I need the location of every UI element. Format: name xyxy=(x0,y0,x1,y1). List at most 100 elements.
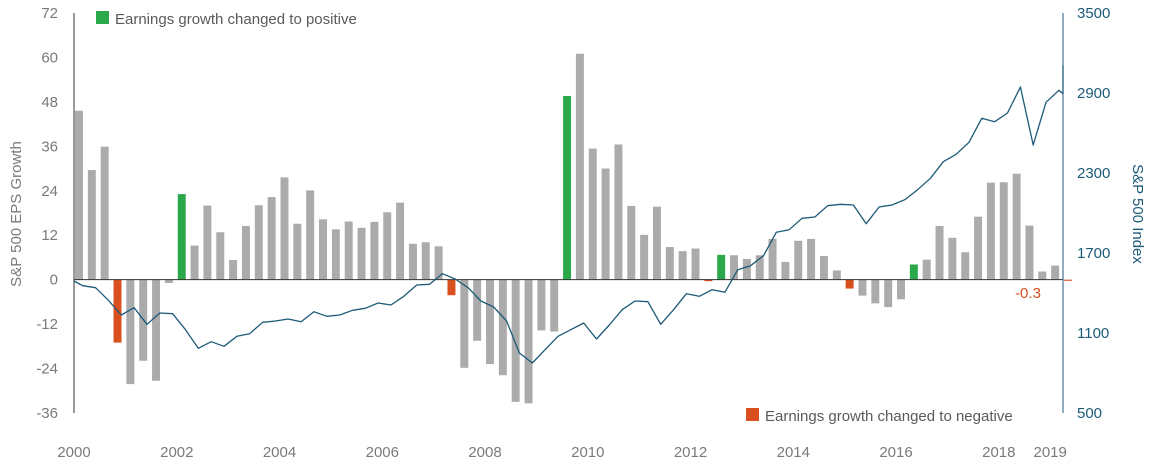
legend-positive-label: Earnings growth changed to positive xyxy=(115,11,357,28)
eps-bar xyxy=(563,95,572,280)
eps-bar xyxy=(486,279,494,365)
y2-tick-label: 3500 xyxy=(1077,5,1110,22)
legend-negative-label: Earnings growth changed to negative xyxy=(765,408,1013,425)
eps-bar xyxy=(177,194,186,280)
eps-bar xyxy=(254,205,263,280)
y-tick-label: -24 xyxy=(36,361,58,378)
last-value-annotation: -0.3 xyxy=(1015,285,1041,302)
y2-tick-label: 500 xyxy=(1077,405,1102,422)
eps-bar xyxy=(306,190,315,280)
eps-bar xyxy=(575,53,584,280)
y-axis-title: S&P 500 EPS Growth xyxy=(8,141,25,287)
eps-bar xyxy=(344,221,353,280)
eps-bar xyxy=(408,243,417,280)
eps-bar xyxy=(216,232,225,280)
eps-bar xyxy=(794,240,803,280)
eps-bar xyxy=(986,182,995,280)
eps-bar xyxy=(948,237,957,280)
eps-bar xyxy=(614,144,623,280)
eps-bar xyxy=(498,279,507,376)
eps-bar xyxy=(781,261,790,280)
eps-bar xyxy=(267,197,276,280)
eps-bar xyxy=(742,258,751,280)
x-tick-label: 2019 xyxy=(1034,444,1067,461)
eps-bar xyxy=(460,279,469,368)
eps-bar xyxy=(370,221,379,280)
eps-bar xyxy=(473,279,482,341)
index-line-layer xyxy=(73,65,1064,364)
labels-layer: 72 60 48 36 24 12 0 -12 -24 -36 3500 2900 2300 1700 11… xyxy=(36,5,1110,461)
eps-bar xyxy=(691,248,700,280)
y-tick-label: 36 xyxy=(41,138,58,155)
eps-bar xyxy=(434,246,443,280)
eps-bar xyxy=(1025,225,1034,280)
y-tick-label: 0 xyxy=(50,272,58,289)
y2-tick-label: 1100 xyxy=(1077,325,1109,342)
y2-tick-label: 2900 xyxy=(1077,85,1110,102)
eps-bar xyxy=(190,245,199,280)
eps-bar xyxy=(357,227,366,280)
eps-bar xyxy=(1051,265,1060,280)
eps-bar xyxy=(396,202,405,280)
eps-bar xyxy=(974,216,983,280)
y2-tick-label: 1700 xyxy=(1077,245,1110,262)
eps-bar xyxy=(807,238,816,280)
eps-bar xyxy=(524,279,533,404)
eps-bar xyxy=(704,279,713,282)
y2-tick-label: 2300 xyxy=(1077,165,1110,182)
eps-bar xyxy=(678,251,687,280)
eps-bar xyxy=(755,255,764,280)
eps-bar xyxy=(126,279,135,385)
eps-bar xyxy=(383,212,392,280)
x-tick-label: 2004 xyxy=(263,444,296,461)
eps-bar xyxy=(511,279,520,402)
eps-bar xyxy=(331,229,340,280)
eps-bar xyxy=(601,168,610,280)
eps-bar xyxy=(241,225,250,280)
eps-bar xyxy=(884,279,893,308)
eps-bar xyxy=(537,279,546,331)
eps-bar xyxy=(665,247,674,280)
eps-bar xyxy=(845,279,854,289)
eps-bar xyxy=(858,279,867,296)
x-tick-label: 2012 xyxy=(674,444,707,461)
eps-bar xyxy=(909,264,918,280)
legend-negative-swatch xyxy=(746,408,759,421)
y-tick-label: 24 xyxy=(41,183,58,200)
eps-bar xyxy=(87,170,96,280)
y-tick-label: 12 xyxy=(41,227,58,244)
y-tick-label: 72 xyxy=(41,5,58,22)
eps-bar xyxy=(627,205,636,280)
eps-bar xyxy=(819,255,828,280)
eps-bar xyxy=(550,279,559,332)
eps-bar xyxy=(768,238,777,280)
y2-axis-title: S&P 500 Index xyxy=(1129,164,1146,264)
x-tick-label: 2006 xyxy=(366,444,399,461)
x-tick-label: 2016 xyxy=(879,444,912,461)
sp500-index-line xyxy=(73,65,1064,364)
eps-bar xyxy=(293,223,302,280)
eps-bar xyxy=(421,242,430,280)
eps-bar xyxy=(1064,279,1072,281)
legend-negative: Earnings growth changed to negative xyxy=(746,408,1013,425)
eps-bar xyxy=(871,279,880,304)
bars-layer xyxy=(75,53,1072,404)
x-tick-label: 2014 xyxy=(777,444,810,461)
eps-bar xyxy=(730,255,739,280)
eps-bar xyxy=(961,252,970,280)
eps-bar xyxy=(1038,271,1047,280)
eps-bar xyxy=(280,177,289,280)
legend-positive-swatch xyxy=(96,11,109,24)
eps-bar xyxy=(999,182,1008,280)
eps-bar xyxy=(447,279,456,296)
x-tick-label: 2010 xyxy=(571,444,604,461)
eps-bar xyxy=(588,148,597,280)
eps-bar xyxy=(832,270,841,280)
eps-bar xyxy=(652,206,661,280)
x-tick-label: 2002 xyxy=(160,444,193,461)
eps-bar xyxy=(203,205,212,280)
y-tick-label: 60 xyxy=(41,49,58,66)
x-tick-label: 2018 xyxy=(982,444,1015,461)
eps-bar xyxy=(164,279,173,283)
